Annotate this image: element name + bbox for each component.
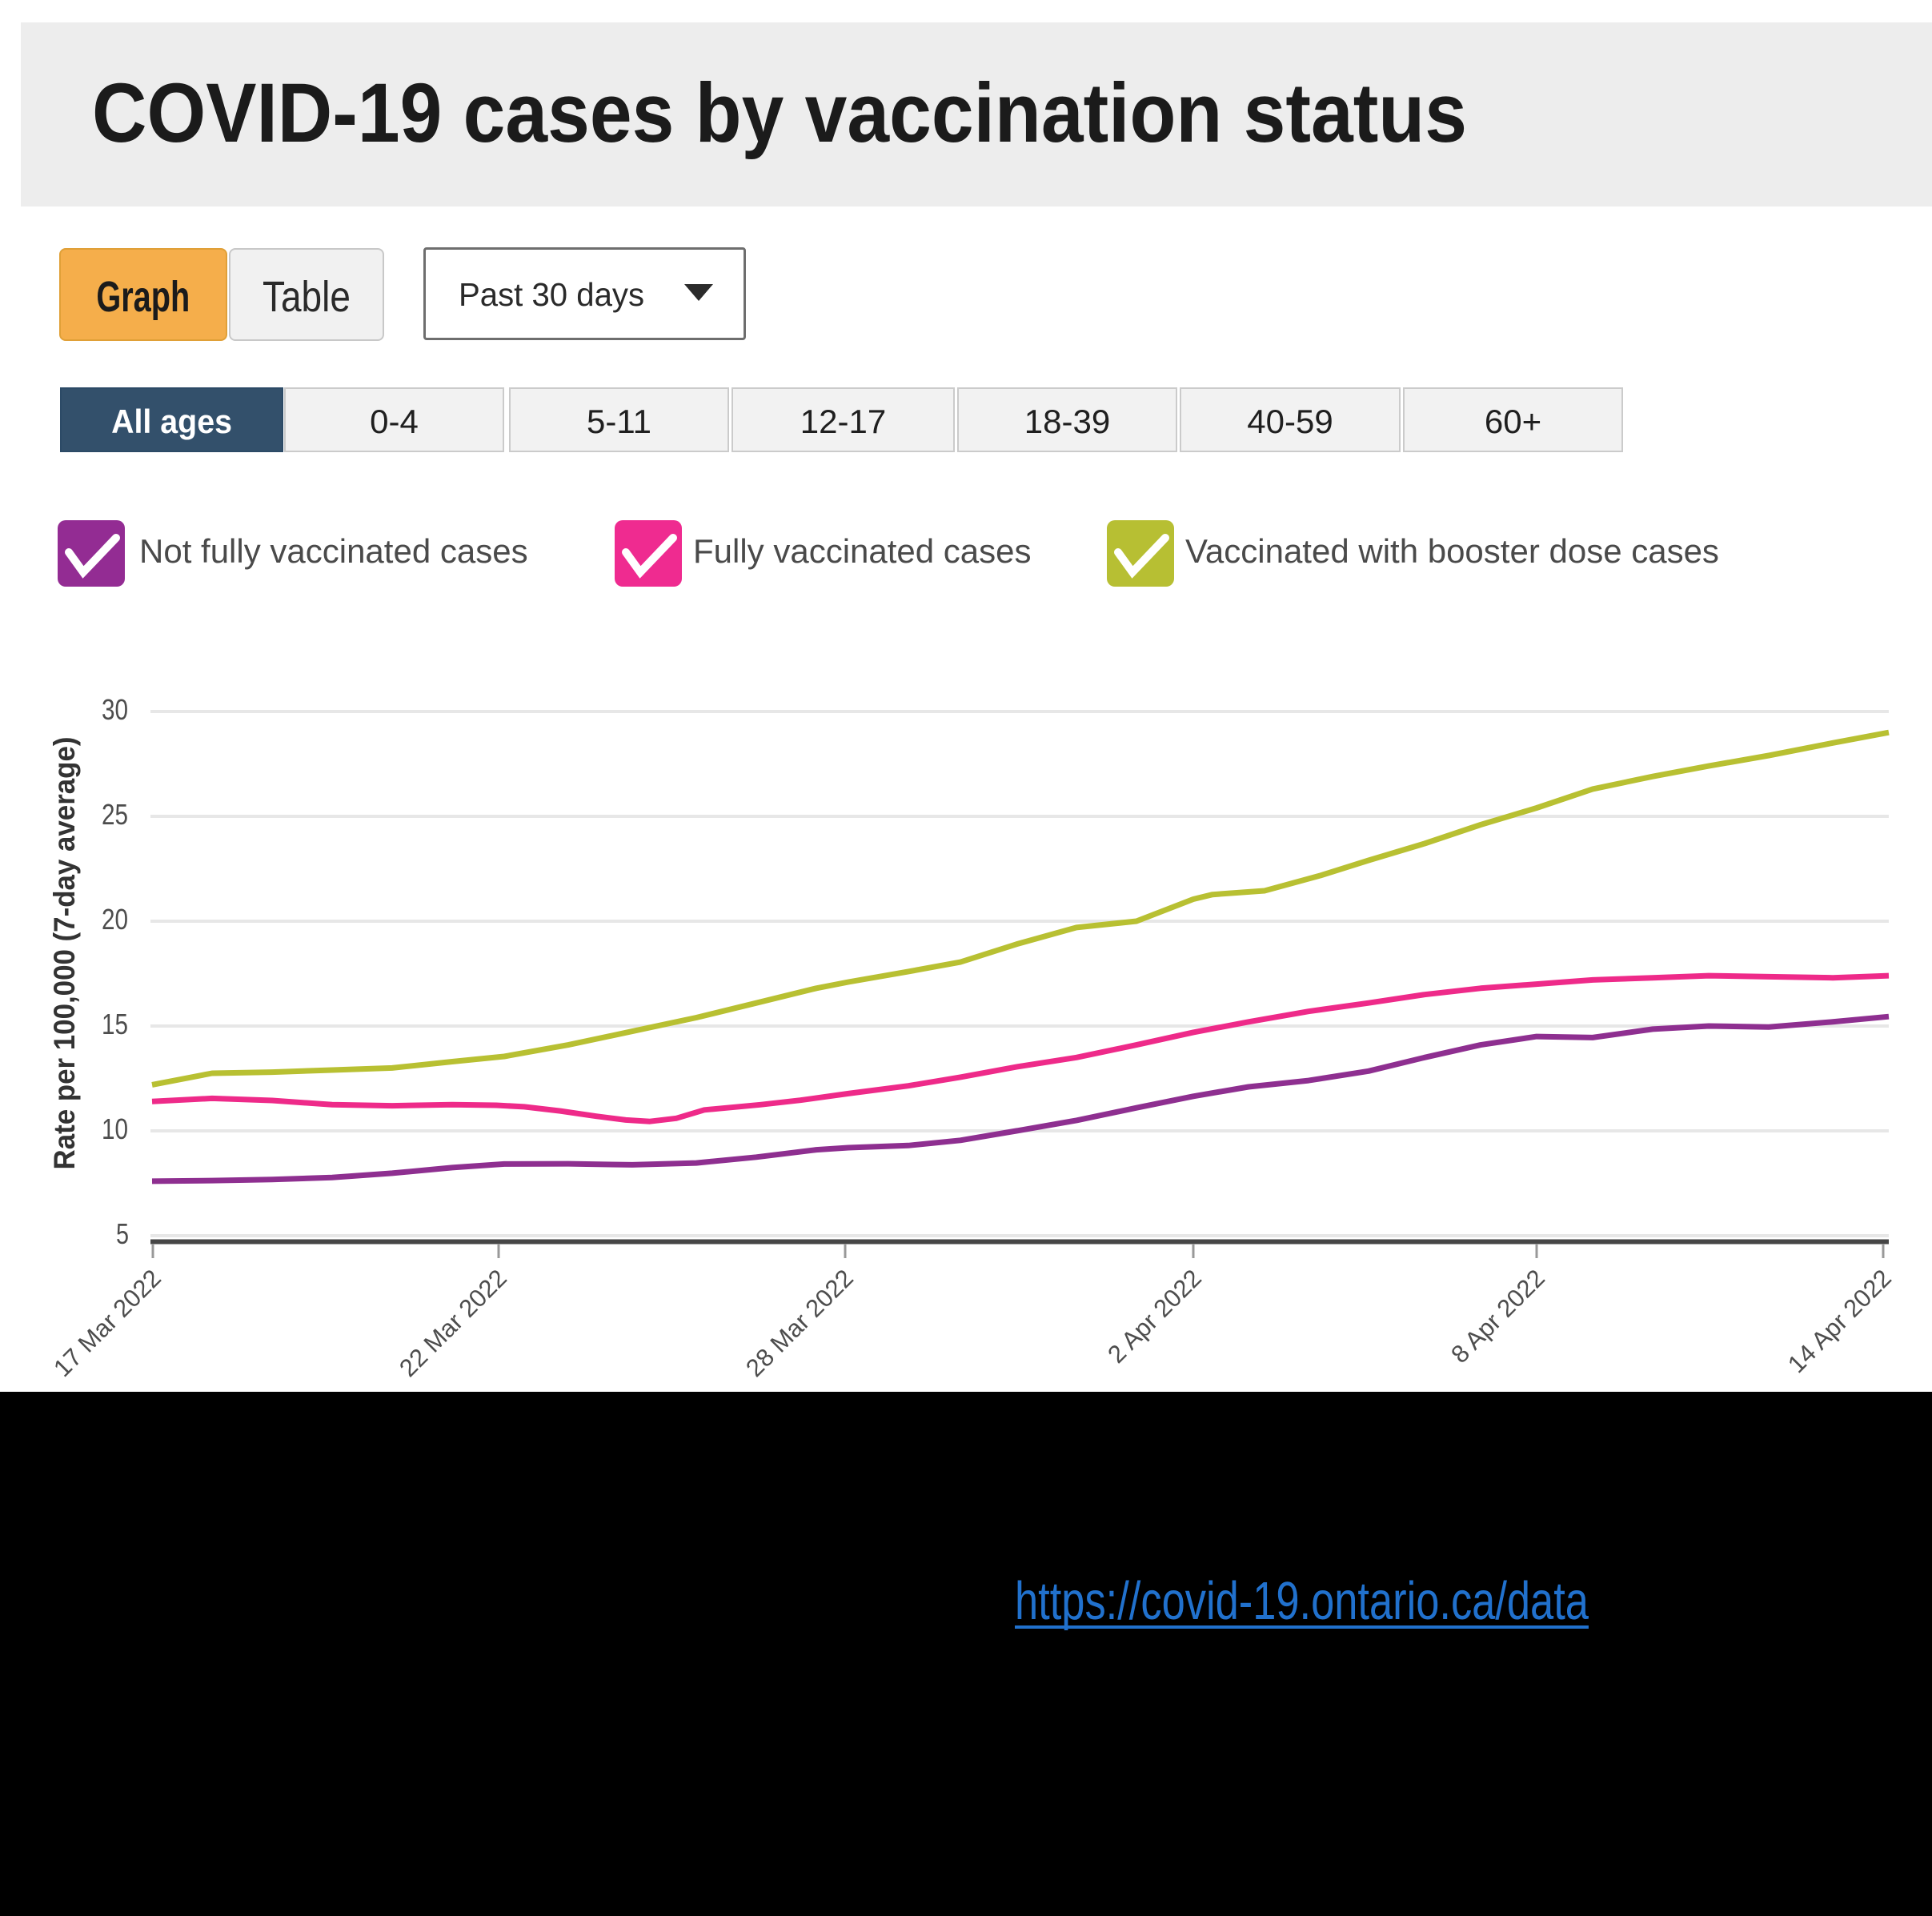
svg-text:8 Apr 2022: 8 Apr 2022 — [1445, 1264, 1550, 1369]
svg-text:Rate per 100,000 (7-day averag: Rate per 100,000 (7-day average) — [48, 737, 81, 1170]
svg-text:5: 5 — [116, 1217, 129, 1250]
svg-text:28 Mar 2022: 28 Mar 2022 — [740, 1264, 859, 1382]
svg-text:17 Mar 2022: 17 Mar 2022 — [48, 1264, 166, 1382]
svg-text:15: 15 — [102, 1008, 128, 1040]
svg-text:10: 10 — [102, 1112, 128, 1145]
svg-text:25: 25 — [102, 798, 128, 831]
svg-text:22 Mar 2022: 22 Mar 2022 — [394, 1264, 512, 1382]
svg-text:20: 20 — [102, 903, 128, 936]
svg-text:2 Apr 2022: 2 Apr 2022 — [1102, 1264, 1207, 1369]
svg-text:30: 30 — [102, 693, 128, 726]
svg-text:14 Apr 2022: 14 Apr 2022 — [1782, 1264, 1897, 1378]
